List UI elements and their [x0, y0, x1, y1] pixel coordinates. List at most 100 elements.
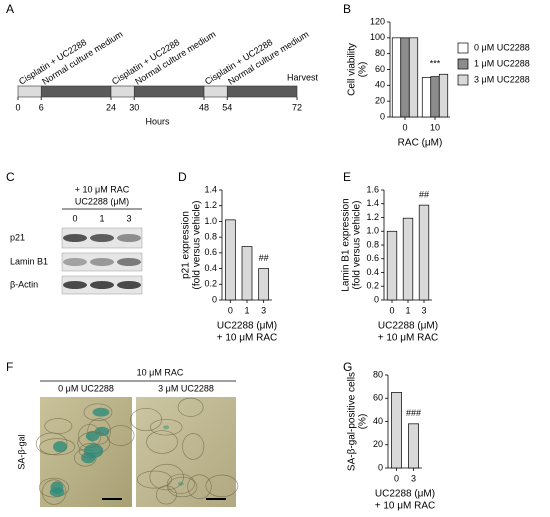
- legend-label: 1 μM UC2288: [474, 58, 530, 68]
- x-axis-label: + 10 μM RAC: [375, 501, 436, 512]
- panel-letter: F: [6, 360, 13, 374]
- bar: [391, 37, 402, 118]
- cell: [35, 432, 68, 455]
- x-tick-label: 0: [394, 473, 399, 483]
- y-tick-label: 0: [378, 462, 383, 472]
- timeline-tick-label: 24: [106, 102, 116, 112]
- y-axis-label: Cell viability: [347, 43, 358, 96]
- timeline-axis-label: Hours: [145, 116, 170, 126]
- annotation: ##: [419, 190, 429, 200]
- bar: [400, 37, 410, 118]
- bar: [258, 268, 270, 301]
- y-tick-label: 0.8: [366, 239, 379, 249]
- bar: [386, 230, 398, 301]
- timeline-tick-label: 54: [222, 102, 232, 112]
- blot-lane-label: 3: [126, 213, 131, 223]
- x-tick-label: 10: [430, 122, 440, 132]
- bar: [430, 76, 440, 118]
- y-tick-label: 100: [370, 32, 385, 42]
- x-tick-label: 1: [405, 305, 410, 315]
- timeline-segment: [226, 85, 298, 98]
- timeline-segment: [110, 85, 135, 98]
- blot-row-label: p21: [10, 232, 25, 242]
- cell: [77, 424, 102, 449]
- cell: [149, 419, 183, 436]
- bar: [408, 423, 419, 469]
- stain: [53, 441, 68, 453]
- blot-band: [63, 234, 87, 242]
- y-tick-label: 120: [370, 16, 385, 26]
- blot-band: [117, 258, 141, 266]
- legend-label: 0 μM UC2288: [474, 42, 530, 52]
- bar: [241, 246, 253, 301]
- bar: [391, 392, 402, 469]
- blot-lane-title: UC2288 (μM): [75, 196, 129, 206]
- x-tick-label: 3: [421, 305, 426, 315]
- x-axis-label: + 10 μM RAC: [378, 333, 439, 344]
- blot-strip: [61, 252, 143, 272]
- blot-band: [90, 258, 114, 266]
- y-tick-label: 20: [375, 96, 385, 106]
- y-tick-label: 60: [373, 393, 383, 403]
- stain: [49, 487, 65, 497]
- blot-row-label: β-Actin: [10, 279, 38, 289]
- cell: [39, 438, 76, 456]
- x-tick-label: 3: [261, 305, 266, 315]
- panel-letter: E: [343, 170, 351, 184]
- panel-letter: A: [6, 2, 14, 16]
- x-axis-label: UC2288 (μM): [375, 489, 435, 500]
- panel-letter: C: [6, 170, 15, 184]
- blot-band: [117, 281, 141, 289]
- timeline-tick-label: 30: [129, 102, 139, 112]
- y-tick-label: 0.2: [366, 281, 379, 291]
- x-axis-label: UC2288 (μM): [217, 321, 277, 332]
- cell: [205, 474, 239, 498]
- timeline-tick-label: 72: [292, 102, 302, 112]
- y-tick-label: 0: [380, 111, 385, 121]
- x-tick-label: 0: [228, 305, 233, 315]
- y-axis-label: (%): [358, 414, 369, 430]
- timeline-tick-label: 0: [15, 102, 20, 112]
- timeline-tick-label: 48: [199, 102, 209, 112]
- stain: [163, 425, 170, 430]
- blot-row-label: Lamin B1: [10, 256, 48, 266]
- stain: [92, 407, 110, 417]
- y-tick-label: 0: [212, 294, 217, 304]
- x-tick-label: 0: [402, 122, 407, 132]
- y-tick-label: 0.6: [366, 253, 379, 263]
- y-axis-label: (fold versus vehicle): [192, 201, 203, 290]
- cell: [87, 418, 111, 445]
- stain: [85, 431, 100, 442]
- legend-swatch: [457, 42, 469, 54]
- y-tick-label: 40: [373, 416, 383, 426]
- stain: [83, 443, 104, 458]
- cell: [41, 479, 67, 505]
- micrograph-label: 3 μM UC2288: [158, 383, 214, 393]
- y-tick-label: 1.6: [366, 184, 379, 194]
- bar: [402, 217, 414, 301]
- y-tick-label: 0.4: [204, 263, 217, 273]
- blot-treatment: + 10 μM RAC: [75, 184, 130, 194]
- x-axis-label: + 10 μM RAC: [217, 333, 278, 344]
- y-tick-label: 1.4: [366, 198, 379, 208]
- y-tick-label: 80: [373, 369, 383, 379]
- blot-lane-label: 0: [72, 213, 77, 223]
- legend-label: 3 μM UC2288: [474, 74, 530, 84]
- micrograph-label: 0 μM UC2288: [58, 383, 114, 393]
- cell: [106, 425, 135, 446]
- x-axis-label: UC2288 (μM): [378, 321, 438, 332]
- bar: [408, 37, 419, 118]
- legend-swatch: [457, 74, 469, 86]
- timeline-tick-label: 6: [39, 102, 44, 112]
- y-axis-label: SA-β-gal-positive cells: [347, 372, 358, 471]
- panel-letter: G: [343, 360, 352, 374]
- cell: [182, 433, 205, 460]
- stain-label: SA-β-gal: [16, 434, 26, 469]
- x-axis-label: RAC (μM): [398, 138, 443, 149]
- micrograph-title: 10 μM RAC: [137, 367, 184, 377]
- x-tick-label: 3: [411, 473, 416, 483]
- blot-band: [63, 258, 87, 266]
- y-tick-label: 0.8: [204, 232, 217, 242]
- y-tick-label: 1.2: [204, 200, 217, 210]
